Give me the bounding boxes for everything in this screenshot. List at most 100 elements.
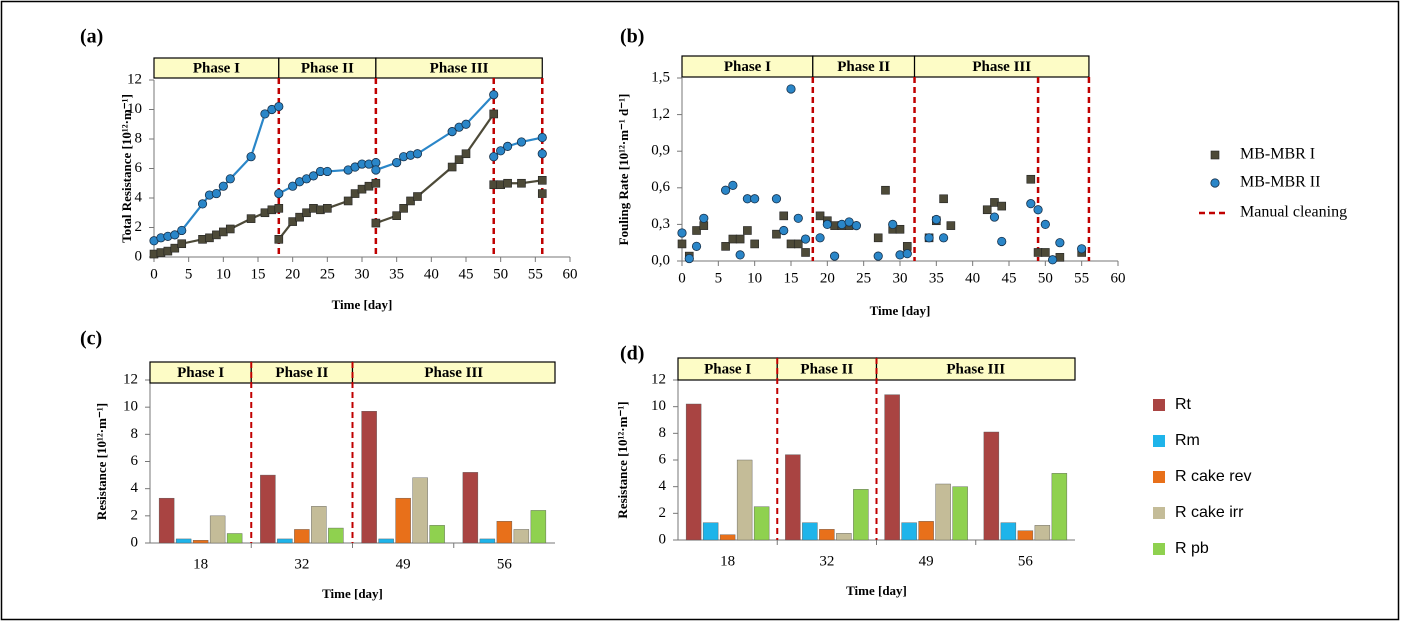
x-tick-label: 5 [715, 270, 723, 286]
data-point [177, 239, 187, 249]
data-point [537, 176, 547, 185]
phase-label: Phase II [275, 365, 328, 381]
bar [175, 538, 192, 544]
data-point [692, 226, 701, 235]
phase-label: Phase I [193, 60, 240, 76]
bar [429, 525, 445, 544]
x-tick-label: 32 [819, 553, 834, 569]
bar [1034, 525, 1051, 541]
data-point [677, 228, 687, 238]
data-point [197, 199, 208, 209]
data-point [496, 146, 506, 156]
data-point [924, 233, 934, 243]
data-point [447, 162, 457, 172]
data-point [743, 226, 752, 235]
data-point [447, 127, 457, 137]
legend-label: MB-MBR II [1240, 174, 1320, 191]
data-point [989, 212, 1000, 222]
bar [935, 483, 951, 541]
data-point [793, 213, 803, 223]
y-tick-label: 0,0 [651, 252, 670, 268]
data-point [786, 84, 796, 94]
data-point [274, 204, 284, 213]
data-point [735, 250, 745, 260]
x-axis-label: Time [day] [870, 303, 931, 318]
data-point [302, 208, 311, 218]
data-point [888, 219, 898, 229]
data-point [274, 188, 284, 199]
y-tick-label: 4 [659, 478, 667, 494]
x-tick-label: 10 [216, 266, 231, 282]
data-point [392, 211, 401, 220]
legend-swatch [1153, 507, 1165, 519]
x-axis-label: Time [day] [322, 586, 383, 601]
bar [1000, 522, 1017, 541]
phase-label: Phase I [724, 59, 771, 75]
bar [395, 497, 411, 544]
data-point [371, 165, 381, 175]
y-tick-label: 4 [135, 189, 143, 205]
data-point [350, 189, 360, 198]
data-point [815, 233, 825, 243]
y-tick-label: 8 [135, 130, 143, 146]
data-point [844, 217, 854, 227]
y-tick-label: 0,6 [651, 179, 670, 195]
bar [378, 538, 394, 544]
legend-label: R pb [1175, 540, 1209, 557]
bar [226, 533, 243, 544]
bar [785, 454, 801, 541]
phase-box [913, 55, 1090, 78]
y-axis-label: Resistance [10¹²·m⁻¹] [94, 403, 109, 520]
phase-label: Phase II [837, 59, 890, 75]
data-point [413, 192, 422, 201]
y-tick-label: 0,9 [651, 143, 670, 159]
y-tick-label: 8 [659, 425, 667, 441]
x-tick-label: 55 [1074, 270, 1089, 286]
x-tick-label: 18 [720, 553, 735, 569]
data-point [990, 198, 999, 207]
data-point [997, 236, 1007, 247]
y-tick-label: 12 [123, 371, 138, 387]
x-tick-label: 10 [747, 270, 762, 286]
x-tick-label: 15 [251, 266, 266, 282]
x-tick-label: 50 [1038, 270, 1053, 286]
data-point [170, 243, 180, 253]
x-tick-label: 60 [1111, 270, 1126, 286]
phase-label: Phase III [424, 365, 483, 381]
data-point [815, 211, 825, 221]
phase-label: Phase II [800, 361, 853, 377]
y-tick-label: 4 [131, 480, 139, 496]
data-point [503, 178, 512, 188]
legend-label: R cake irr [1175, 504, 1244, 521]
panel-label: (b) [620, 26, 644, 48]
data-point [288, 217, 297, 226]
y-tick-label: 10 [651, 398, 666, 414]
x-tick-label: 56 [1018, 553, 1034, 569]
x-tick-label: 40 [965, 270, 980, 286]
bar [901, 522, 917, 541]
data-point [502, 141, 513, 151]
data-point [177, 225, 187, 236]
legend-label: Manual cleaning [1240, 204, 1347, 221]
x-tick-label: 50 [493, 266, 508, 282]
bar [277, 538, 293, 544]
data-point [274, 101, 284, 112]
y-axis-label: Resistance [10¹²·m⁻¹] [615, 401, 630, 518]
bar [736, 459, 753, 541]
bar [311, 506, 327, 544]
x-tick-label: 0 [150, 266, 158, 282]
x-tick-label: 45 [1002, 270, 1017, 286]
y-tick-label: 1,2 [651, 106, 670, 122]
data-point [793, 239, 803, 249]
data-point [1026, 199, 1036, 209]
data-point [735, 234, 745, 244]
bar [496, 521, 513, 544]
phase-label: Phase III [430, 60, 489, 76]
data-point [946, 221, 956, 230]
legend-marker [1210, 150, 1220, 160]
x-tick-label: 0 [678, 270, 686, 286]
data-point [274, 235, 284, 244]
bar [462, 472, 479, 544]
x-tick-label: 20 [285, 266, 300, 282]
phase-label: Phase III [946, 361, 1005, 377]
